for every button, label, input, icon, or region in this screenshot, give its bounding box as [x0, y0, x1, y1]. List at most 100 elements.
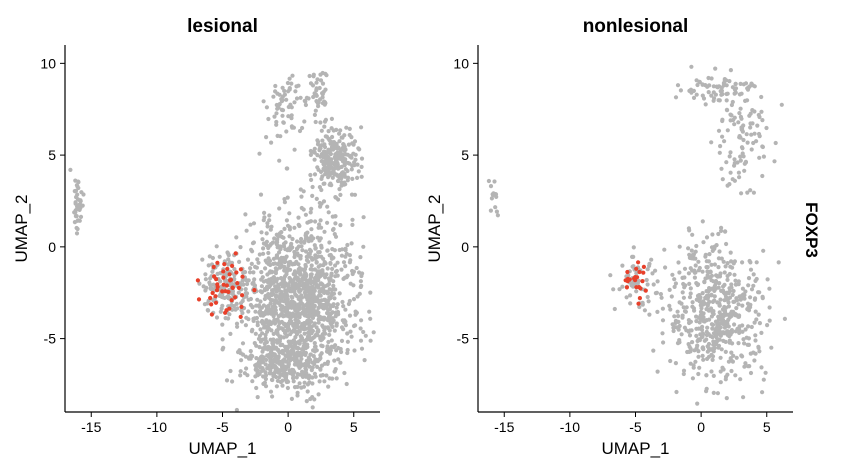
cell-point	[626, 273, 631, 278]
cell-point	[737, 330, 742, 335]
cell-point	[306, 239, 311, 244]
cell-point	[737, 327, 742, 332]
cell-point	[280, 85, 285, 90]
cell-point	[368, 290, 373, 295]
cell-point	[756, 344, 761, 349]
cell-point	[244, 366, 249, 371]
cell-point	[329, 183, 334, 188]
cell-point	[277, 350, 282, 355]
cell-point	[68, 167, 73, 172]
cell-point	[332, 232, 337, 237]
cell-point	[276, 286, 281, 291]
cell-point	[752, 320, 757, 325]
cell-point	[745, 307, 750, 312]
cell-point	[297, 381, 302, 386]
cell-point	[307, 298, 312, 303]
cell-point	[301, 350, 306, 355]
cell-point	[339, 338, 345, 343]
cell-point	[743, 98, 748, 103]
cell-point	[350, 176, 355, 181]
cell-point	[285, 248, 290, 253]
cell-point	[302, 380, 307, 385]
cell-point	[297, 128, 303, 134]
cell-point	[673, 95, 679, 100]
cell-point	[252, 341, 257, 346]
cell-point	[274, 102, 279, 108]
cell-point	[73, 214, 78, 219]
cell-point	[290, 73, 295, 78]
cell-point	[255, 297, 260, 302]
cell-point	[267, 218, 272, 223]
cell-point	[79, 190, 84, 195]
cell-point	[342, 162, 347, 167]
cell-point	[291, 125, 296, 130]
cell-point	[246, 309, 251, 314]
cell-point	[243, 291, 248, 296]
cell-point	[257, 151, 262, 156]
cell-point	[358, 338, 364, 343]
cell-point	[203, 272, 208, 277]
cell-point	[765, 323, 770, 328]
cell-point	[759, 330, 764, 335]
cell-point	[319, 343, 324, 348]
cell-point	[302, 98, 307, 103]
cell-point	[262, 341, 267, 346]
cell-point	[696, 354, 701, 359]
cell-point	[709, 322, 715, 327]
cell-point	[741, 123, 746, 128]
cell-point	[337, 139, 342, 144]
cell-point	[210, 269, 215, 274]
cell-point	[711, 390, 716, 395]
cell-point	[318, 97, 323, 102]
cell-point	[359, 318, 364, 323]
cell-point	[717, 150, 722, 155]
cell-point	[317, 85, 322, 91]
expressing-cell-point	[634, 266, 639, 271]
cell-point	[316, 329, 321, 334]
cell-point	[277, 92, 282, 97]
cell-point	[245, 373, 250, 378]
cell-point	[248, 266, 253, 271]
cell-point	[228, 331, 233, 336]
cell-point	[734, 355, 739, 360]
cell-point	[197, 281, 202, 286]
cell-point	[348, 258, 353, 263]
cell-point	[268, 337, 273, 342]
cell-point	[356, 169, 361, 174]
cell-point	[741, 337, 746, 342]
cell-point	[651, 282, 656, 287]
feature-label: FOXP3	[802, 202, 821, 258]
cell-point	[724, 91, 729, 97]
cell-point	[267, 363, 272, 368]
cell-point	[285, 268, 290, 273]
cell-point	[263, 266, 268, 271]
cell-point	[224, 378, 230, 383]
cell-point	[306, 259, 311, 264]
cell-point	[322, 164, 327, 169]
cell-point	[313, 119, 318, 125]
cell-point	[703, 295, 708, 301]
cell-point	[311, 74, 316, 79]
cell-point	[715, 338, 721, 343]
cell-point	[310, 315, 316, 320]
cell-point	[297, 365, 302, 370]
cell-point	[711, 279, 716, 284]
cell-point	[711, 84, 716, 89]
cell-point	[200, 257, 205, 262]
cell-point	[269, 350, 274, 355]
cell-point	[327, 350, 332, 355]
cell-point	[696, 268, 702, 273]
cell-point	[254, 356, 259, 361]
cell-point	[714, 273, 719, 278]
cell-point	[724, 78, 729, 83]
cell-point	[688, 87, 694, 92]
cell-point	[350, 163, 355, 168]
cell-point	[745, 190, 750, 195]
cell-point	[754, 317, 759, 322]
cell-point	[724, 160, 729, 165]
cell-point	[495, 213, 500, 218]
y-tick-label: 5	[48, 147, 56, 163]
expressing-cell-point	[213, 294, 218, 299]
cell-point	[701, 301, 707, 306]
cell-point	[316, 225, 321, 230]
